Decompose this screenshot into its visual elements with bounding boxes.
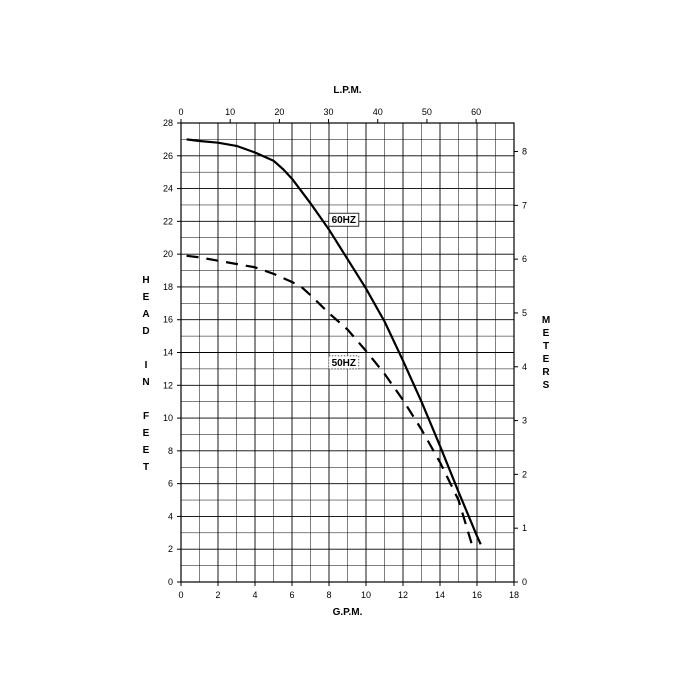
x-tick-label: 2 [215, 590, 220, 600]
y-tick-label: 14 [163, 348, 173, 358]
y2-axis-title-letter: M [542, 315, 550, 326]
y-tick-label: 26 [163, 151, 173, 161]
top-tick-label: 60 [471, 107, 481, 117]
top-axis-title: L.P.M. [333, 85, 361, 96]
series-lines [186, 138, 482, 550]
y-tick-label: 24 [163, 184, 173, 194]
top-tick-label: 30 [324, 107, 334, 117]
right-tick-label: 8 [522, 147, 527, 157]
plot-frame [177, 119, 518, 586]
label-text: 60HZ [332, 215, 356, 226]
right-tick-label: 1 [522, 523, 527, 533]
top-tick-label: 40 [373, 107, 383, 117]
y-tick-label: 4 [168, 511, 173, 521]
y-tick-label: 20 [163, 249, 173, 259]
y-tick-label: 10 [163, 413, 173, 423]
x-tick-label: 12 [398, 590, 408, 600]
x-tick-label: 16 [472, 590, 482, 600]
right-tick-label: 7 [522, 200, 527, 210]
y-axis-title-letter: F [143, 411, 149, 422]
series-line-50hz [186, 254, 475, 550]
right-tick-label: 4 [522, 362, 527, 372]
x-tick-label: 4 [252, 590, 257, 600]
y-tick-label: 8 [168, 446, 173, 456]
y-tick-label: 6 [168, 479, 173, 489]
x-tick-label: 18 [509, 590, 519, 600]
y2-axis-title-letter: T [543, 341, 549, 352]
y-tick-label: 28 [163, 118, 173, 128]
right-tick-label: 6 [522, 254, 527, 264]
label-60hz: 60HZ [328, 212, 360, 227]
right-tick-label: 3 [522, 416, 527, 426]
y-axis-title-letter: E [143, 428, 150, 439]
top-tick-label: 0 [178, 107, 183, 117]
y2-axis-title-letter: E [543, 354, 550, 365]
tick-labels: 0 2 4 6 8 10 12 14 16 180246810121416182022242628… [163, 107, 527, 600]
y2-axis-title-letter: R [542, 367, 550, 378]
chart-grid [180, 122, 515, 583]
label-box [328, 212, 360, 227]
x-tick-label: 6 [289, 590, 294, 600]
top-tick-label: 10 [225, 107, 235, 117]
series-line-60hz [186, 138, 482, 545]
right-tick-label: 5 [522, 308, 527, 318]
x-axis-title: G.P.M. [333, 607, 363, 618]
right-tick-label: 2 [522, 469, 527, 479]
x-tick-label: 8 [326, 590, 331, 600]
label-box [328, 355, 360, 370]
x-tick-label: 10 [361, 590, 371, 600]
y-tick-label: 22 [163, 216, 173, 226]
x-tick-label: 14 [435, 590, 445, 600]
top-tick-label: 50 [422, 107, 432, 117]
y-axis-title-letter: E [143, 292, 150, 303]
series-annotations: 60HZ 50HZ [328, 212, 360, 370]
right-tick-label: 0 [522, 577, 527, 587]
y-axis-title-letter: D [142, 326, 149, 337]
y-tick-label: 12 [163, 380, 173, 390]
y-axis-title-letter: I [145, 360, 148, 371]
y2-axis-title-letter: E [543, 328, 550, 339]
y-tick-label: 16 [163, 315, 173, 325]
top-tick-label: 20 [274, 107, 284, 117]
x-tick-label: 0 [178, 590, 183, 600]
y-axis-title-letter: N [142, 377, 149, 388]
y-axis-title-letter: E [143, 445, 150, 456]
y-axis-title-letter: A [142, 309, 149, 320]
y2-axis-title-letter: S [543, 380, 550, 391]
y-axis-title-letter: T [143, 462, 149, 473]
y-axis-title-letter: H [142, 275, 149, 286]
y-tick-label: 0 [168, 577, 173, 587]
y-tick-label: 2 [168, 544, 173, 554]
y-tick-label: 18 [163, 282, 173, 292]
label-text: 50HZ [332, 358, 356, 369]
label-50hz: 50HZ [328, 355, 360, 370]
